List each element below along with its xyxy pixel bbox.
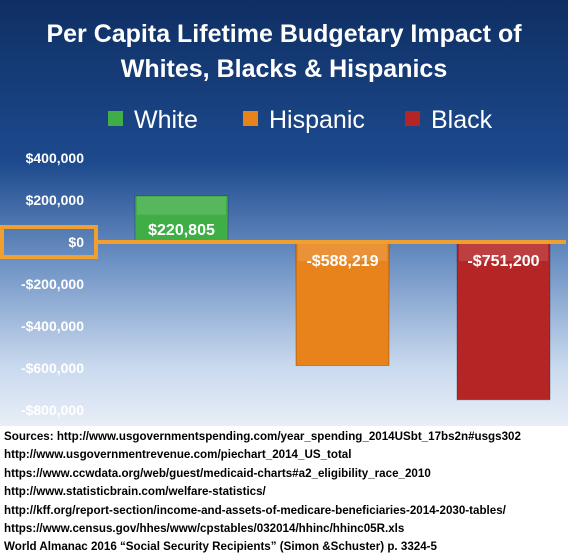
bar-sheen bbox=[137, 196, 226, 215]
legend-label-black: Black bbox=[431, 106, 493, 134]
source-line: Sources: http://www.usgovernmentspending… bbox=[4, 430, 521, 443]
y-tick-label: -$400,000 bbox=[21, 318, 84, 334]
bar-value-label-white: $220,805 bbox=[148, 222, 215, 239]
bar-sheen bbox=[459, 243, 548, 261]
source-line: World Almanac 2016 “Social Security Reci… bbox=[4, 540, 437, 554]
y-tick-label: $400,000 bbox=[26, 150, 85, 166]
zero-line-highlight bbox=[0, 225, 566, 259]
legend-label-hispanic: Hispanic bbox=[269, 106, 365, 134]
y-axis: $400,000 $200,000 $0 -$200,000 -$400,000 -$60… bbox=[21, 150, 84, 418]
bar-black bbox=[456, 241, 551, 401]
bar-hispanic bbox=[295, 241, 390, 367]
y-tick-label: -$800,000 bbox=[21, 402, 84, 418]
bar-white bbox=[134, 195, 229, 243]
chart-panel: Per Capita Lifetime Budgetary Impact of … bbox=[0, 0, 568, 426]
source-line: https://www.ccwdata.org/web/guest/medica… bbox=[4, 466, 431, 480]
legend-label-white: White bbox=[134, 106, 198, 134]
bar-value-label-hispanic: -$588,219 bbox=[306, 253, 378, 270]
legend-swatch-hispanic bbox=[243, 111, 258, 126]
bar-rect-black bbox=[456, 241, 551, 401]
legend-swatch-black bbox=[405, 111, 420, 126]
bar-chart: Per Capita Lifetime Budgetary Impact of … bbox=[0, 20, 566, 418]
bars bbox=[134, 195, 551, 401]
y-tick-label: -$200,000 bbox=[21, 276, 84, 292]
chart-title-line-2: Whites, Blacks & Hispanics bbox=[121, 55, 448, 83]
chart-title-line-1: Per Capita Lifetime Budgetary Impact of bbox=[46, 20, 522, 48]
bar-labels: $220,805 -$588,219 -$751,200 bbox=[148, 222, 540, 270]
source-line: https://www.census.gov/hhes/www/cpstable… bbox=[4, 522, 405, 536]
bar-rect-hispanic bbox=[295, 241, 390, 367]
bar-rect-white bbox=[134, 195, 229, 243]
y-tick-label: $200,000 bbox=[26, 192, 85, 208]
source-line: http://www.usgovernmentrevenue.com/piech… bbox=[4, 448, 352, 462]
legend-swatch-white bbox=[108, 111, 123, 126]
y-tick-label: $0 bbox=[68, 234, 84, 250]
sources-list: Sources: http://www.usgovernmentspending… bbox=[4, 428, 566, 557]
source-line: http://kff.org/report-section/income-and… bbox=[4, 503, 506, 517]
y-tick-label: -$600,000 bbox=[21, 360, 84, 376]
source-line: http://www.statisticbrain.com/welfare-st… bbox=[4, 485, 266, 499]
bar-value-label-black: -$751,200 bbox=[467, 253, 539, 270]
bar-sheen bbox=[298, 243, 387, 261]
chart-legend: White Hispanic Black bbox=[108, 106, 493, 134]
